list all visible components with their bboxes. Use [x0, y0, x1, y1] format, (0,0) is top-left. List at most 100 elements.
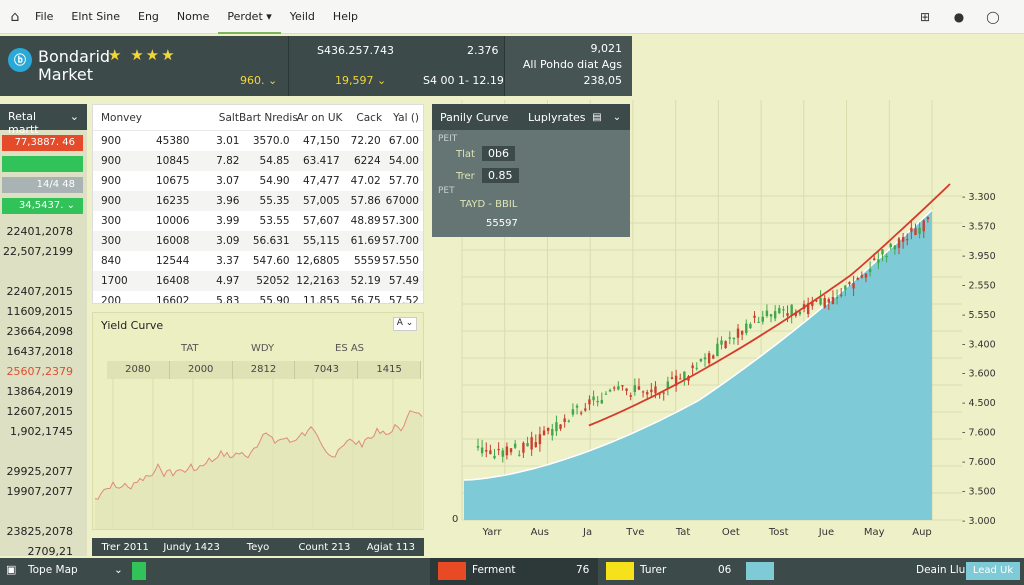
- candle-body: [530, 437, 533, 450]
- candle-body: [819, 297, 822, 305]
- candle-body: [509, 448, 513, 453]
- menu-item-2[interactable]: Elnt Sine: [71, 9, 120, 23]
- y-tick-label: - 3.950: [962, 251, 996, 262]
- tab-panily-curve[interactable]: Panily Curve: [440, 110, 509, 124]
- table-header-cell[interactable]: Bart Nredis: [238, 111, 298, 124]
- c1-mid-left: 19,597 ⌄: [335, 74, 387, 87]
- table-row[interactable]: 900 10845 7.82 54.85 63.417 6224 54.00: [93, 151, 423, 171]
- yield-labels: TAT WDY ES AS: [93, 343, 425, 359]
- table-cell: 3.37: [216, 255, 240, 267]
- user-icon[interactable]: ◯: [986, 9, 1000, 24]
- tab-luplyrates[interactable]: Luplyrates: [528, 110, 586, 124]
- panel-icon[interactable]: ⊞: [919, 9, 931, 24]
- menu-item-6[interactable]: Yeild: [289, 9, 315, 23]
- menu-item-3[interactable]: Eng: [138, 9, 159, 23]
- candle-body: [906, 239, 909, 241]
- header-panel: ⓑ Bondarid Market ★ ★★★ 960. ⌄ S436.257.7…: [0, 36, 632, 96]
- candle-body: [575, 405, 579, 408]
- candle-body: [637, 386, 641, 390]
- sidebar-value: 11609,2015: [6, 305, 73, 318]
- overlay-row2-label: Trer: [456, 171, 475, 182]
- bottom-strip-item[interactable]: Teyo: [246, 541, 270, 553]
- table-cell: 547.60: [252, 255, 290, 267]
- mini-chart-line: [94, 410, 423, 500]
- candle-body: [695, 367, 698, 369]
- sidebar-badge[interactable]: 77,3887. 46: [2, 135, 83, 151]
- table-cell: 16408: [155, 275, 190, 287]
- bottom-strip-item[interactable]: Jundy 1423: [163, 541, 220, 553]
- table-header-cell[interactable]: Monvey: [101, 111, 143, 124]
- y-tick-label: - 2.550: [962, 280, 996, 291]
- table-header-cell[interactable]: Salt: [218, 111, 239, 124]
- table-cell: 900: [101, 195, 122, 207]
- bottom-bar: ▣ Tope Map ⌄ Ferment 76 Turer 06 Deain L…: [0, 558, 1024, 585]
- overlay-row1-value[interactable]: 0b6: [482, 146, 515, 161]
- menu-item-5-dropdown[interactable]: Perdet ▾: [218, 0, 281, 34]
- bottom-left-chevron-icon[interactable]: ⌄: [114, 564, 123, 576]
- table-row[interactable]: 300 16008 3.09 56.631 55,115 61.69 57.700: [93, 231, 423, 251]
- yield-years-row: 2080 2000 2812 7043 1415: [107, 361, 421, 379]
- sidebar-badge[interactable]: 34,5437. ⌄: [2, 198, 83, 214]
- item1-value: 76: [576, 564, 590, 576]
- overlay-row2-value[interactable]: 0.85: [482, 168, 519, 183]
- candle-body: [546, 427, 550, 431]
- list-icon[interactable]: ▤: [592, 111, 602, 123]
- table-row[interactable]: 900 10675 3.07 54.90 47,477 47.02 57.70: [93, 171, 423, 191]
- candle-body: [485, 450, 488, 452]
- lead-button[interactable]: Lead Uk: [966, 562, 1020, 580]
- table-header-cell[interactable]: Ar on UK: [296, 111, 343, 124]
- candle-body: [559, 424, 562, 429]
- table-header-cell[interactable]: Cack: [356, 111, 383, 124]
- table-cell: 6224: [353, 155, 381, 167]
- bottom-strip-item[interactable]: Trer 2011: [101, 541, 149, 553]
- candle-body: [914, 228, 917, 236]
- header-cell-2: 9,021 All Pohdo diat Ags 238,05: [504, 36, 632, 96]
- candle-body: [534, 442, 537, 447]
- candle-body: [901, 237, 905, 242]
- yield-label-1: TAT: [181, 343, 199, 354]
- shield-icon[interactable]: ●: [953, 9, 965, 24]
- sidebar-value: 13864,2019: [6, 385, 73, 398]
- bottom-strip-item[interactable]: Agiat 113: [366, 541, 415, 553]
- sidebar-value: 16437,2018: [6, 345, 73, 358]
- table-row[interactable]: 1700 16408 4.97 52052 12,2163 52.19 57.49: [93, 271, 423, 291]
- sidebar-badge[interactable]: [2, 156, 83, 172]
- bottom-left-label[interactable]: Tope Map: [28, 564, 78, 576]
- green-indicator[interactable]: [132, 562, 146, 580]
- candle-body: [480, 447, 484, 454]
- candle-body: [654, 386, 657, 394]
- table-cell: 55,115: [302, 235, 340, 247]
- candle-body: [778, 308, 781, 314]
- y-tick-label: - 5.550: [962, 310, 996, 321]
- sidebar-badge[interactable]: 14/4 48: [2, 177, 83, 193]
- candle-body: [860, 275, 864, 278]
- menu-help[interactable]: Help: [332, 9, 358, 23]
- yield-panel-dropdown[interactable]: A ⌄: [393, 317, 417, 331]
- candle-body: [736, 328, 740, 338]
- table-row[interactable]: 900 45380 3.01 3570.0 47,150 72.20 67.00: [93, 131, 423, 151]
- candle-body: [835, 297, 839, 299]
- table-row[interactable]: 300 10006 3.99 53.55 57,607 48.89 57.300: [93, 211, 423, 231]
- table-header-cell[interactable]: Yal (): [393, 111, 420, 124]
- header-cell-1: S436.257.743 2.376 19,597 ⌄ S4 00 1- 12.…: [288, 36, 504, 96]
- candle-body: [588, 399, 591, 405]
- menu-item-4[interactable]: Nome: [176, 9, 210, 23]
- table-row[interactable]: 900 16235 3.96 55.35 57,005 57.86 67000: [93, 191, 423, 211]
- c1-top-right: 2.376: [467, 44, 499, 57]
- table-cell: 57.300: [382, 215, 419, 227]
- table-row[interactable]: 200 16602 5.83 55.90 11.855 56.75 57.52: [93, 291, 423, 303]
- sidebar-value: 23664,2098: [6, 325, 73, 338]
- star-rating: ★ ★★★: [108, 46, 177, 64]
- chevron-down-icon[interactable]: ⌄: [612, 111, 622, 123]
- bottom-strip-item[interactable]: Count 213: [298, 541, 351, 553]
- c1-top: S436.257.743: [317, 44, 394, 57]
- sidebar-dropdown[interactable]: Retal martt ⌄: [0, 104, 87, 136]
- table-cell: 45380: [155, 135, 190, 147]
- menu-file[interactable]: File: [35, 9, 54, 23]
- map-icon[interactable]: ▣: [6, 563, 17, 576]
- table-row[interactable]: 840 12544 3.37 547.60 12,6805 5559 57.550: [93, 251, 423, 271]
- home-icon[interactable]: ⌂: [10, 8, 20, 25]
- candle-body: [563, 418, 566, 423]
- candle-body: [877, 259, 880, 263]
- yield-year-cell: 2812: [233, 361, 296, 379]
